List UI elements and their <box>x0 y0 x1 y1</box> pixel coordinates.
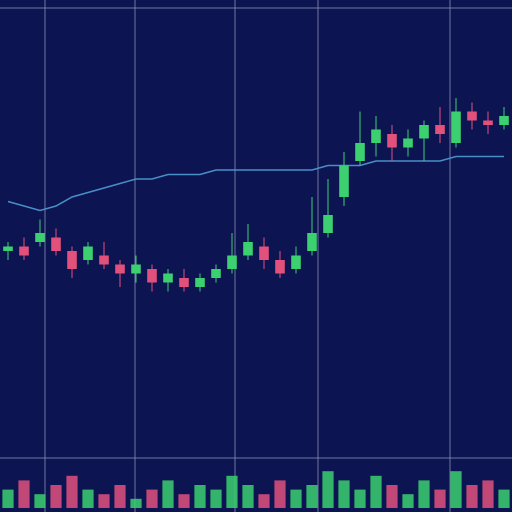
candle-body <box>467 111 477 121</box>
volume-bar <box>482 480 494 508</box>
volume-bar <box>114 485 126 508</box>
candle-body <box>355 143 365 161</box>
candle-body <box>451 111 461 143</box>
volume-bar <box>98 494 110 508</box>
candle-body <box>195 278 205 287</box>
volume-bar <box>402 494 414 508</box>
volume-bar <box>450 471 462 508</box>
candle-body <box>131 264 141 274</box>
volume-bar <box>18 480 30 508</box>
volume-bar <box>274 480 286 508</box>
candle-body <box>387 134 397 148</box>
ma-line <box>7 155 504 212</box>
candle-body <box>435 125 445 134</box>
volume-bar <box>226 475 238 508</box>
volume-bar <box>386 485 398 508</box>
candle-body <box>499 116 509 125</box>
candle-body <box>307 233 317 251</box>
candle-body <box>371 129 381 143</box>
candle-body <box>243 242 253 256</box>
candle-body <box>51 237 61 251</box>
candle-body <box>83 246 93 260</box>
volume-bar <box>178 494 190 508</box>
candle-body <box>19 246 29 256</box>
candle-body <box>147 269 157 283</box>
candle-body <box>3 246 13 251</box>
volume-bar <box>290 489 302 508</box>
volume-bar <box>418 480 430 508</box>
volume-bar <box>130 498 142 508</box>
volume-bar <box>306 485 318 508</box>
volume-bar <box>66 475 78 508</box>
volume-bar <box>82 489 94 508</box>
volume-bar <box>242 485 254 508</box>
candle-body <box>179 278 189 287</box>
candle-body <box>275 260 285 274</box>
volume-bar <box>34 494 46 508</box>
volume-bar <box>146 489 158 508</box>
volume-bar <box>194 485 206 508</box>
candle-body <box>419 125 429 139</box>
volume-bar <box>354 489 366 508</box>
candle-body <box>163 273 173 283</box>
candle-body <box>323 215 333 233</box>
candle-body <box>259 246 269 260</box>
candle-body <box>99 255 109 265</box>
candle-body <box>403 138 413 148</box>
candle-body <box>483 120 493 125</box>
volume-bar <box>322 471 334 508</box>
volume-bar <box>466 485 478 508</box>
volume-bar <box>210 489 222 508</box>
candle-body <box>115 264 125 274</box>
candle-body <box>291 255 301 269</box>
candle-body <box>67 251 77 269</box>
volume-bar <box>2 489 14 508</box>
volume-bar <box>338 480 350 508</box>
candle-body <box>227 255 237 269</box>
volume-bar <box>50 485 62 508</box>
candle-body <box>35 233 45 242</box>
volume-bar <box>434 489 446 508</box>
volume-bar <box>498 489 510 508</box>
volume-bar <box>162 480 174 508</box>
volume-bar <box>258 494 270 508</box>
candle-body <box>339 165 349 197</box>
candle-body <box>211 269 221 278</box>
volume-bar <box>370 475 382 508</box>
